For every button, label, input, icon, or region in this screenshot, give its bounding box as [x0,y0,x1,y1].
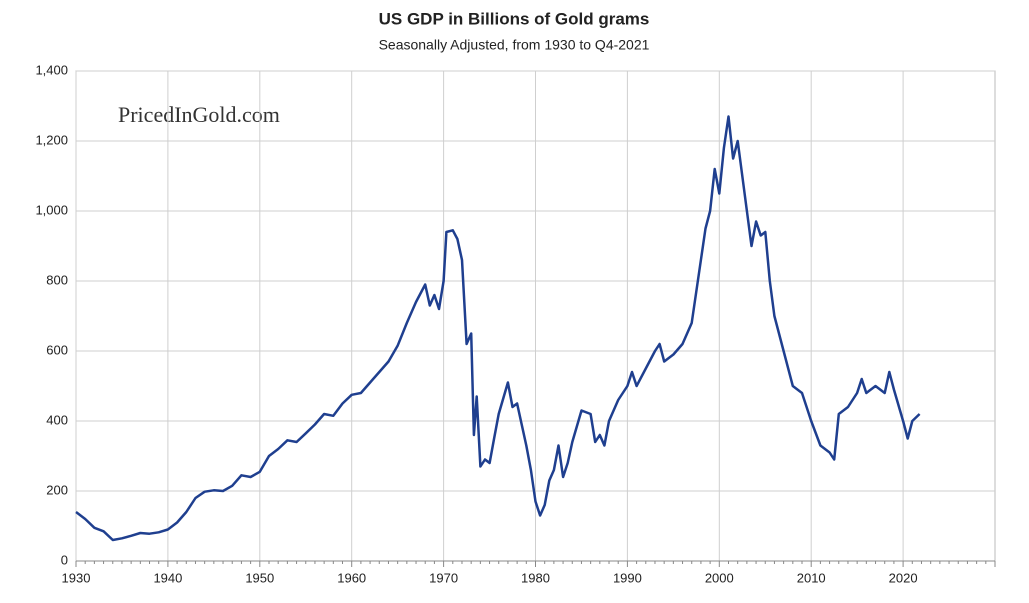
x-tick-label: 1970 [429,570,458,585]
x-tick-label: 1930 [62,570,91,585]
y-tick-label: 400 [46,412,68,427]
x-tick-label: 1980 [521,570,550,585]
chart-subtitle: Seasonally Adjusted, from 1930 to Q4-202… [379,37,650,53]
data-line [75,115,921,542]
x-tick-label: 1950 [245,570,274,585]
y-tick-label: 1,000 [35,202,68,217]
y-tick-label: 0 [61,552,68,567]
y-tick-label: 1,400 [35,62,68,77]
y-tick-label: 1,200 [35,132,68,147]
y-tick-label: 800 [46,272,68,287]
x-tick-label: 2020 [889,570,918,585]
watermark: PricedInGold.com [118,102,280,127]
y-tick-label: 200 [46,482,68,497]
x-tick-label: 1960 [337,570,366,585]
x-tick-label: 1990 [613,570,642,585]
x-tick-label: 1940 [153,570,182,585]
x-tick-label: 2010 [797,570,826,585]
x-tick-label: 2000 [705,570,734,585]
chart-title: US GDP in Billions of Gold grams [379,9,650,28]
y-tick-label: 600 [46,342,68,357]
